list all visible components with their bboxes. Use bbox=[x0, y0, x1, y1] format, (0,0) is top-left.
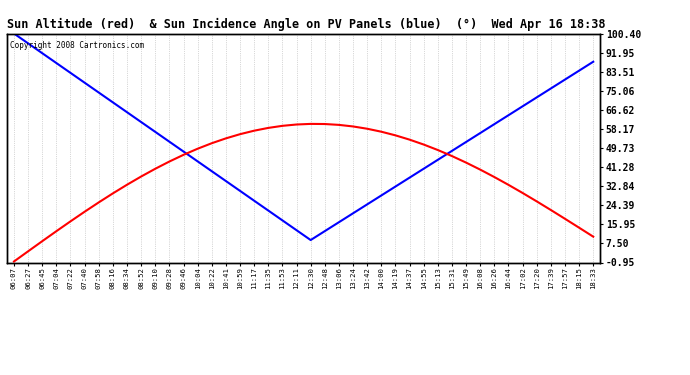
Text: Copyright 2008 Cartronics.com: Copyright 2008 Cartronics.com bbox=[10, 40, 144, 50]
Text: Sun Altitude (red)  & Sun Incidence Angle on PV Panels (blue)  (°)  Wed Apr 16 1: Sun Altitude (red) & Sun Incidence Angle… bbox=[7, 18, 605, 31]
